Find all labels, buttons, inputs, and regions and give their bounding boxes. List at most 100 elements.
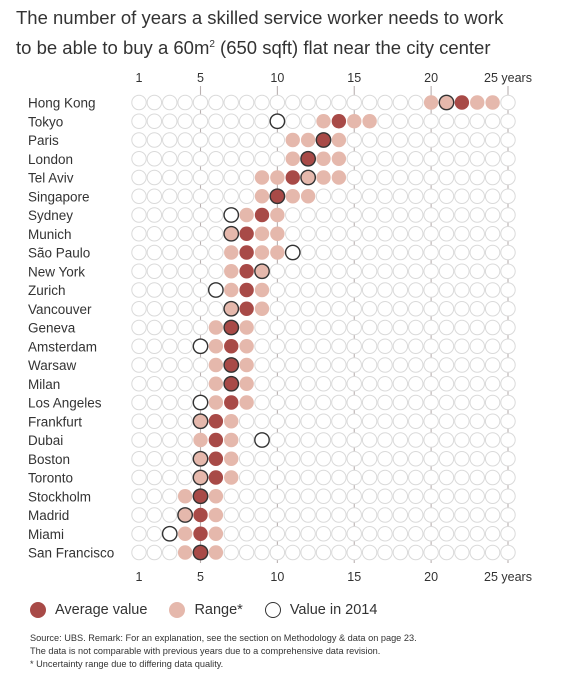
empty-dot-geneva-22 <box>454 319 470 336</box>
empty-dot-geneva-23 <box>469 319 485 336</box>
empty-dot-london-23 <box>469 151 485 167</box>
empty-dot-boston-15 <box>346 451 362 467</box>
empty-dot-s-o-paulo-6 <box>208 244 224 261</box>
empty-dot-vancouver-19 <box>408 301 424 317</box>
empty-dot-amsterdam-10 <box>269 338 286 354</box>
value-2014-ring-sydney <box>223 207 240 223</box>
value-2014-ring-munich <box>223 225 240 242</box>
city-label-milan: Milan <box>28 377 60 392</box>
empty-dot-san-francisco-9 <box>254 544 270 561</box>
empty-dot-geneva-5 <box>192 319 209 336</box>
empty-dot-milan-15 <box>346 376 362 392</box>
range-dot-warsaw-6 <box>208 357 224 373</box>
empty-dot-madrid-20 <box>423 507 439 523</box>
empty-dot-s-o-paulo-24 <box>484 244 501 261</box>
average-dot-paris <box>316 132 331 148</box>
empty-dot-warsaw-2 <box>146 357 163 373</box>
empty-dot-paris-23 <box>469 132 485 148</box>
empty-dot-toronto-18 <box>392 469 409 486</box>
empty-dot-madrid-18 <box>392 507 409 523</box>
empty-dot-san-francisco-13 <box>315 544 332 561</box>
empty-dot-frankfurt-16 <box>361 413 378 429</box>
empty-dot-miami-23 <box>469 526 485 542</box>
range-dot-london-11 <box>285 151 300 166</box>
empty-dot-sydney-6 <box>208 207 224 223</box>
empty-dot-paris-1 <box>131 132 147 148</box>
empty-dot-london-10 <box>269 151 286 167</box>
empty-dot-london-8 <box>238 151 255 167</box>
empty-dot-los-angeles-12 <box>300 394 316 411</box>
empty-dot-dubai-16 <box>361 432 378 448</box>
empty-dot-toronto-4 <box>177 469 193 486</box>
empty-dot-frankfurt-3 <box>162 413 178 429</box>
empty-dot-amsterdam-21 <box>438 338 455 354</box>
empty-dot-tel-aviv-25 <box>500 169 516 186</box>
empty-dot-hong-kong-15 <box>346 94 362 111</box>
range-dot-london-13 <box>316 151 331 166</box>
empty-dot-london-17 <box>377 151 393 167</box>
legend-average-swatch <box>30 602 46 618</box>
empty-dot-s-o-paulo-25 <box>500 244 516 261</box>
empty-dot-dubai-19 <box>408 432 424 448</box>
empty-dot-singapore-25 <box>500 188 516 204</box>
empty-dot-paris-17 <box>377 132 393 148</box>
empty-dot-sydney-24 <box>484 207 501 223</box>
range-dot-milan-8 <box>239 376 254 391</box>
empty-dot-amsterdam-17 <box>377 338 393 354</box>
empty-dot-london-24 <box>484 151 501 167</box>
city-label-geneva: Geneva <box>28 321 76 336</box>
x-tick-label-top-10: 10 <box>270 71 284 85</box>
empty-dot-zurich-12 <box>300 282 316 298</box>
empty-dot-munich-6 <box>208 226 224 242</box>
city-label-warsaw: Warsaw <box>28 358 77 373</box>
range-dot-paris-11 <box>285 132 300 148</box>
empty-dot-san-francisco-2 <box>146 544 163 561</box>
empty-dot-frankfurt-24 <box>484 413 501 429</box>
x-unit-label-top: 25 years <box>484 71 532 85</box>
range-dot-vancouver-7 <box>224 301 239 316</box>
empty-dot-dubai-4 <box>177 432 193 448</box>
empty-dot-vancouver-4 <box>177 301 193 317</box>
chart-legend: Average value Range* Value in 2014 <box>30 600 399 620</box>
range-dot-sydney-10 <box>270 207 285 223</box>
empty-dot-san-francisco-12 <box>300 544 316 561</box>
empty-dot-new-york-24 <box>484 263 501 279</box>
empty-dot-hong-kong-3 <box>162 94 178 111</box>
average-dot-singapore <box>270 189 285 204</box>
empty-dot-hong-kong-11 <box>285 94 301 111</box>
empty-dot-dubai-13 <box>315 432 332 448</box>
city-label-boston: Boston <box>28 452 70 467</box>
empty-dot-zurich-16 <box>361 282 378 298</box>
empty-dot-s-o-paulo-14 <box>331 244 347 261</box>
empty-dot-paris-25 <box>500 132 516 148</box>
empty-dot-munich-14 <box>331 226 347 242</box>
empty-dot-milan-23 <box>469 376 485 392</box>
empty-dot-tel-aviv-7 <box>223 169 239 186</box>
empty-dot-singapore-19 <box>408 188 424 204</box>
empty-dot-miami-2 <box>146 526 163 542</box>
empty-dot-milan-21 <box>438 376 455 392</box>
average-dot-miami <box>193 526 208 541</box>
empty-dot-vancouver-14 <box>331 301 347 317</box>
range-dot-warsaw-8 <box>239 357 254 373</box>
empty-dot-frankfurt-22 <box>454 413 470 429</box>
empty-dot-sydney-1 <box>131 207 147 223</box>
empty-dot-tel-aviv-24 <box>484 169 501 186</box>
empty-dot-los-angeles-18 <box>392 394 409 411</box>
empty-dot-frankfurt-9 <box>254 413 270 429</box>
empty-dot-toronto-25 <box>500 469 516 486</box>
empty-dot-boston-3 <box>162 451 178 467</box>
empty-dot-singapore-5 <box>192 188 209 204</box>
empty-dot-miami-14 <box>331 526 347 542</box>
empty-dot-munich-18 <box>392 226 409 242</box>
empty-dot-hong-kong-12 <box>300 94 316 111</box>
city-label-sydney: Sydney <box>28 208 73 223</box>
empty-dot-munich-11 <box>285 226 301 242</box>
empty-dot-stockholm-22 <box>454 488 470 504</box>
empty-dot-dubai-1 <box>131 432 147 448</box>
empty-dot-s-o-paulo-12 <box>300 244 316 261</box>
empty-dot-singapore-22 <box>454 188 470 204</box>
empty-dot-amsterdam-19 <box>408 338 424 354</box>
empty-dot-london-2 <box>146 151 163 167</box>
empty-dot-tel-aviv-16 <box>361 169 378 186</box>
